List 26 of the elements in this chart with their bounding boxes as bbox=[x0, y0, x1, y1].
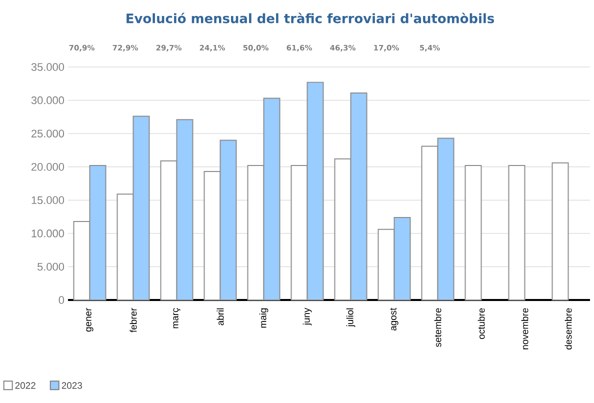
y-tick-label: 25.000 bbox=[32, 130, 64, 138]
y-tick-label: 10.000 bbox=[32, 230, 64, 238]
bar bbox=[552, 162, 569, 300]
legend-label: 2022 bbox=[15, 382, 36, 389]
bar bbox=[508, 165, 526, 300]
x-tick-label: desembre bbox=[564, 308, 572, 350]
y-tick-label: 15.000 bbox=[32, 196, 64, 204]
x-tick-label: juliol bbox=[346, 308, 356, 327]
y-tick-label: 20.000 bbox=[32, 162, 64, 171]
x-tick-label: abril bbox=[216, 308, 224, 326]
bar bbox=[464, 165, 482, 300]
x-tick-label: novembre bbox=[521, 308, 528, 350]
y-tick-label: 0 bbox=[58, 296, 64, 304]
x-tick-label: agost bbox=[390, 308, 398, 331]
x-tick-label: maig bbox=[259, 308, 268, 328]
chart-title: Evolució mensual del tràfic ferroviari d'automòbils bbox=[126, 12, 494, 24]
y-tick-label: 30.000 bbox=[31, 96, 64, 104]
y-tick-label: 5.000 bbox=[37, 262, 64, 271]
legend-label: 2023 bbox=[62, 382, 82, 389]
x-tick-label: febrer bbox=[130, 308, 137, 332]
y-tick-label: 35.000 bbox=[31, 63, 64, 71]
x-tick-label: març bbox=[173, 308, 180, 328]
x-tick-label: gener bbox=[86, 308, 94, 332]
x-tick-label: octubre bbox=[478, 308, 485, 339]
x-tick-label: juny bbox=[302, 308, 312, 326]
x-tick-label: setembre bbox=[434, 308, 442, 347]
